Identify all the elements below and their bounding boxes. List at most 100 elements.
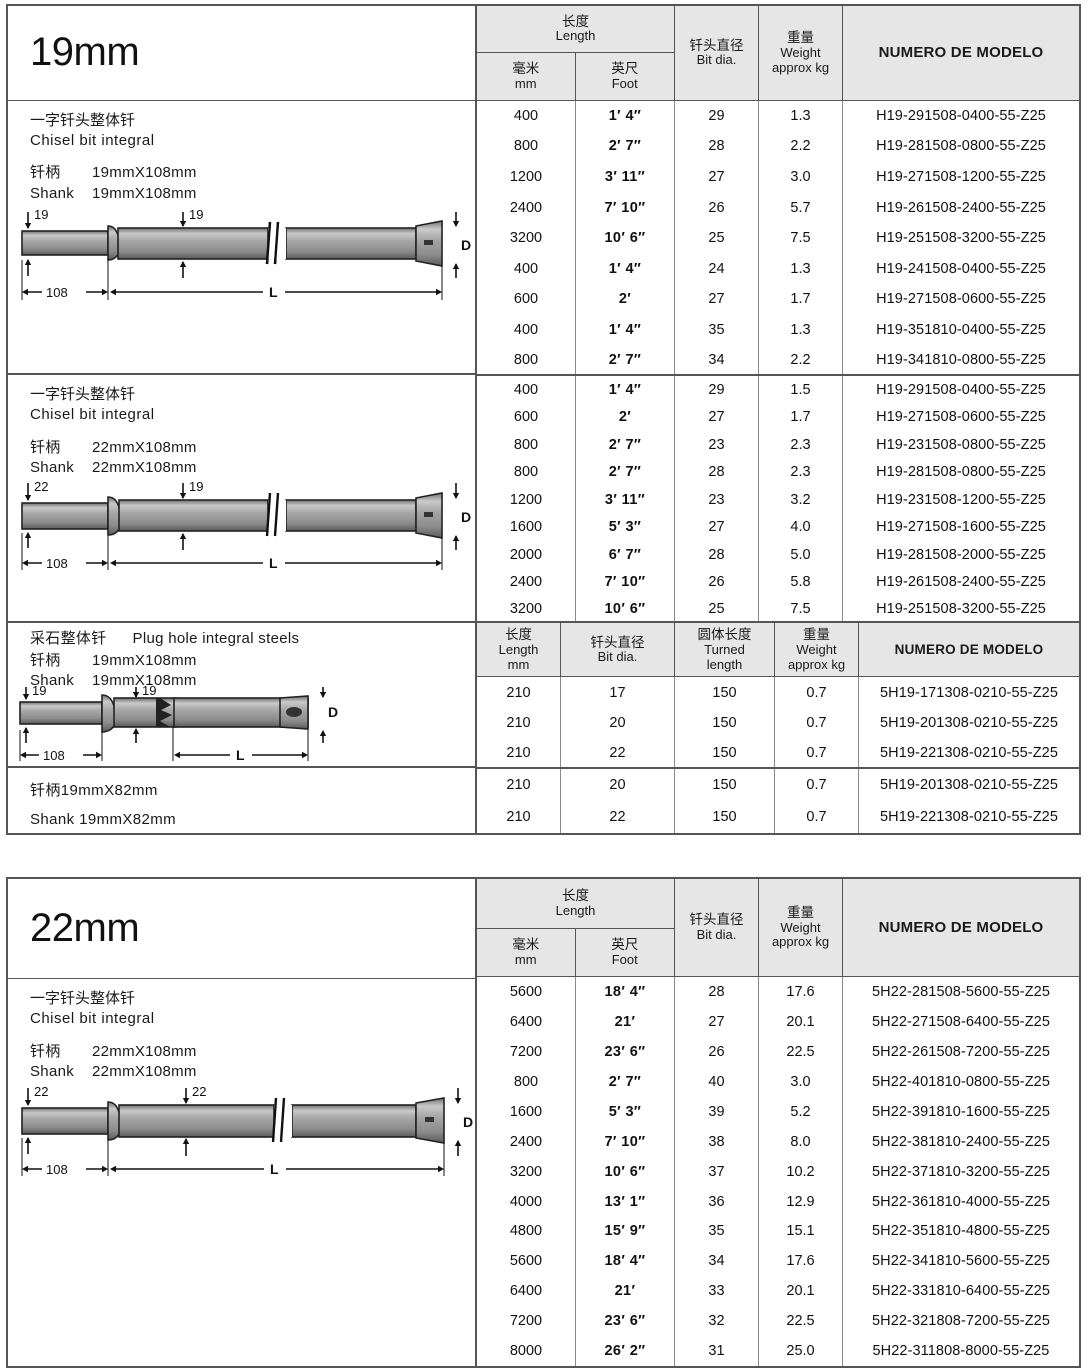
panel-title-en: Chisel bit integral <box>30 1010 155 1028</box>
cell-weight: 25.0 <box>759 1336 843 1366</box>
cell-foot: 18′ 4″ <box>576 1246 675 1277</box>
cell-mm: 1600 <box>477 1096 576 1127</box>
cell-foot: 21′ <box>576 1007 675 1038</box>
header-foot-cn: 英尺 <box>611 937 639 953</box>
cell-foot: 2′ 7″ <box>576 458 675 486</box>
cell-foot: 23′ 6″ <box>576 1306 675 1337</box>
cell-model: 5H22-391810-1600-55-Z25 <box>871 1103 1051 1120</box>
header3-length-cn: 长度 <box>505 627 532 643</box>
size-label: 19mm <box>30 30 140 75</box>
cell-model: H19-281508-0800-55-Z25 <box>876 138 1046 155</box>
cell-bit: 22 <box>561 738 675 767</box>
cell-bit: 35 <box>675 1216 759 1247</box>
cell-weight: 3.0 <box>759 161 843 193</box>
table-header-22mm: 长度 Length 毫米 mm 英尺 Foot <box>477 879 1079 978</box>
shank-82-en: Shank 19mmX82mm <box>30 811 177 829</box>
cell-foot: 7′ 10″ <box>576 568 675 596</box>
svg-text:D: D <box>461 509 471 525</box>
cell-model: 5H19-201308-0210-55-Z25 <box>879 715 1059 732</box>
cell-bit: 25 <box>675 595 759 622</box>
spec-table-19mm: 19mm 一字钎头整体钎 Chisel bit integral 钎柄 19mmX… <box>6 4 1081 835</box>
spec-table-22mm: 22mm 一字钎头整体钎 Chisel bit integral 钎柄 22mmX… <box>6 877 1081 1368</box>
cell-mm: 2400 <box>477 568 576 596</box>
svg-text:22: 22 <box>34 1084 48 1099</box>
cell-model: H19-271508-0600-55-Z25 <box>876 291 1046 308</box>
rows-group-2: 400 1′ 4″ 29 1.5 H19-291508-0400-55-Z25 600 2… <box>477 375 1079 624</box>
header3-weight-cn: 重量 <box>803 627 830 643</box>
cell-length: 210 <box>477 677 561 708</box>
cell-mm: 3200 <box>477 595 576 622</box>
cell-weight: 3.0 <box>759 1067 843 1097</box>
shank-value-cn: 19mmX108mm <box>92 164 197 182</box>
cell-bit: 24 <box>675 253 759 285</box>
svg-text:22: 22 <box>34 479 48 494</box>
cell-mm: 1200 <box>477 161 576 193</box>
panel-title-cn: 一字钎头整体钎 <box>30 386 136 404</box>
cell-mm: 5600 <box>477 1246 576 1277</box>
cell-model: 5H19-201308-0210-55-Z25 <box>879 777 1059 793</box>
panel-text: 一字钎头整体钎 Chisel bit integral 钎柄 22mmX108mm… <box>8 989 475 1082</box>
cell-foot: 2′ 7″ <box>576 1067 675 1097</box>
header3-length-en: Length <box>498 641 539 657</box>
cell-mm: 2000 <box>477 540 576 569</box>
cell-turned-length: 150 <box>675 677 775 708</box>
cell-bit: 23 <box>675 430 759 459</box>
cell-foot: 1′ 4″ <box>576 375 675 404</box>
panel-shank-spec: 钎柄 22mmX108mm Shank 22mmX108mm <box>30 1042 475 1083</box>
cell-bit: 38 <box>675 1126 759 1157</box>
cell-mm: 600 <box>477 284 576 315</box>
cell-mm: 2400 <box>477 192 576 223</box>
cell-foot: 26′ 2″ <box>576 1336 675 1366</box>
header3-turned-cn: 圆体长度 <box>697 627 752 643</box>
panel-shank-spec: 钎柄 19mmX108mm Shank 19mmX108mm <box>30 163 475 204</box>
header-mm-cn: 毫米 <box>512 61 540 77</box>
product-panel-plug-hole: 采石整体钎 Plug hole integral steels 钎柄 19mmX1… <box>8 623 475 769</box>
header-length-group: 长度 Length 毫米 mm 英尺 Foot <box>477 6 675 100</box>
cell-model: 5H22-281508-5600-55-Z25 <box>871 984 1051 1001</box>
cell-bit: 28 <box>675 458 759 486</box>
cell-bit: 27 <box>675 513 759 541</box>
header-foot-en: Foot <box>611 75 638 91</box>
cell-mm: 600 <box>477 403 576 431</box>
cell-weight: 1.3 <box>759 100 843 132</box>
size-title-block-22mm: 22mm <box>8 879 475 979</box>
cell-model: H19-291508-0400-55-Z25 <box>876 107 1046 124</box>
shank-82-cn: 钎柄19mmX82mm <box>30 781 158 799</box>
table-header-19mm: 长度 Length 毫米 mm 英尺 Foot <box>477 6 1079 101</box>
cell-model: H19-231508-0800-55-Z25 <box>876 436 1046 453</box>
cell-bit: 35 <box>675 314 759 346</box>
cell-model: H19-271508-1200-55-Z25 <box>876 169 1046 186</box>
cell-foot: 18′ 4″ <box>576 977 675 1008</box>
header-length-en: Length <box>555 28 596 44</box>
cell-weight: 10.2 <box>759 1156 843 1187</box>
cell-bit: 34 <box>675 1246 759 1277</box>
header-bit-cn: 钎头直径 <box>689 912 744 928</box>
cell-weight: 20.1 <box>759 1276 843 1307</box>
cell-weight: 7.5 <box>759 222 843 254</box>
cell-foot: 2′ <box>576 403 675 431</box>
cell-foot: 7′ 10″ <box>576 1126 675 1157</box>
svg-text:L: L <box>269 555 278 571</box>
svg-text:108: 108 <box>43 748 65 763</box>
cell-model: 5H22-321808-7200-55-Z25 <box>871 1313 1051 1330</box>
svg-text:L: L <box>270 1161 279 1177</box>
cell-model: 5H22-331810-6400-55-Z25 <box>871 1283 1051 1300</box>
header-bit-en: Bit dia. <box>696 52 737 68</box>
cell-weight: 7.5 <box>759 595 843 622</box>
cell-weight: 5.0 <box>759 540 843 569</box>
cell-bit: 28 <box>675 540 759 569</box>
cell-weight: 17.6 <box>759 1246 843 1277</box>
panel-text: 一字钎头整体钎 Chisel bit integral 钎柄 22mmX108mm… <box>8 385 475 478</box>
header-foot: 英尺 Foot <box>576 929 675 976</box>
header-mm: 毫米 mm <box>477 929 576 977</box>
cell-mm: 400 <box>477 253 576 285</box>
header-weight: 重量 Weight approx kg <box>759 6 843 100</box>
header-length: 长度 Length <box>477 879 674 929</box>
header-length-cn: 长度 <box>562 13 589 29</box>
cell-mm: 1600 <box>477 513 576 541</box>
data-column-19mm: 长度 Length 毫米 mm 英尺 Foot <box>477 6 1079 833</box>
cell-mm: 8000 <box>477 1336 576 1366</box>
cell-model: 5H22-261508-7200-55-Z25 <box>871 1044 1051 1061</box>
svg-text:19: 19 <box>189 207 203 222</box>
cell-weight: 0.7 <box>775 738 859 767</box>
